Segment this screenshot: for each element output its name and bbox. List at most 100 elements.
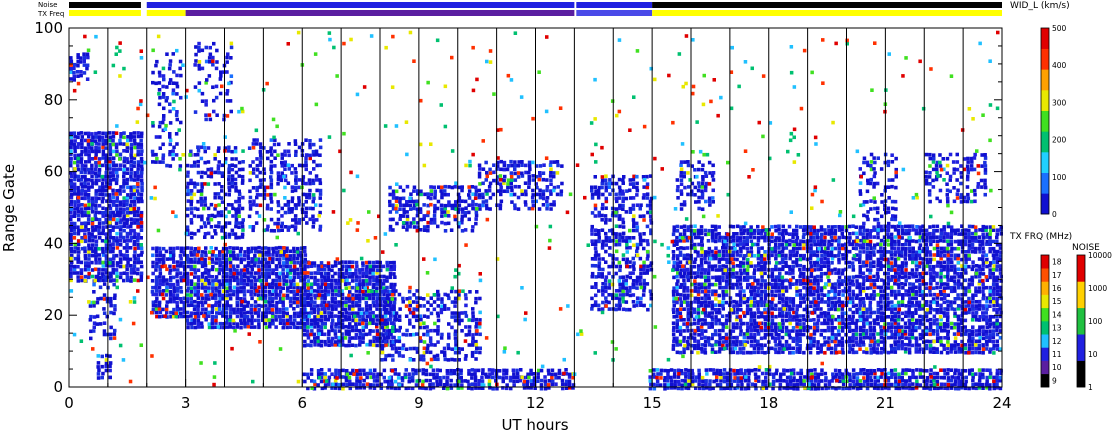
echo-cell — [249, 318, 254, 323]
echo-cell — [125, 249, 129, 254]
echo-cell — [614, 249, 619, 254]
echo-cell — [232, 311, 236, 315]
echo-cell — [603, 278, 608, 283]
echo-cell — [439, 379, 443, 383]
echo-cell — [189, 267, 193, 272]
echo-cell — [375, 383, 380, 387]
echo-cell — [440, 207, 444, 211]
echo-cell — [488, 181, 493, 186]
echo-cell — [685, 325, 690, 329]
echo-cell — [549, 189, 553, 193]
echo-cell — [199, 156, 204, 161]
echo-cell — [295, 250, 300, 254]
echo-cell — [708, 379, 712, 383]
echo-cell — [711, 386, 715, 391]
echo-cell — [429, 202, 433, 207]
echo-cell — [361, 321, 365, 326]
echo-cell — [90, 260, 94, 265]
echo-cell — [312, 310, 317, 315]
echo-cell — [610, 206, 615, 211]
echo-cell — [337, 335, 342, 340]
echo-cell — [303, 253, 308, 257]
echo-cell — [278, 307, 282, 312]
echo-cell — [132, 203, 137, 207]
echo-cell — [262, 185, 266, 190]
echo-cell — [953, 382, 957, 387]
echo-cell — [118, 257, 123, 261]
echo-cell — [111, 210, 115, 215]
echo-cell — [631, 182, 636, 186]
echo-cell — [375, 300, 379, 304]
echo-cell — [189, 279, 194, 283]
echo-cell — [869, 379, 873, 383]
echo-cell — [351, 297, 355, 301]
echo-cell — [192, 249, 197, 254]
echo-cell — [970, 372, 975, 377]
echo-cell — [388, 272, 393, 276]
echo-cell — [607, 271, 611, 276]
echo-cell — [87, 271, 91, 276]
echo-cell — [918, 375, 923, 379]
echo-cell — [122, 135, 126, 140]
echo-cell — [624, 300, 629, 304]
echo-cell — [859, 368, 863, 372]
echo-cell — [76, 242, 81, 246]
echo-cell — [631, 203, 636, 208]
echo-cell — [234, 199, 238, 204]
echo-cell — [908, 375, 912, 380]
echo-cell — [529, 379, 534, 383]
echo-cell — [327, 311, 331, 315]
echo-cell — [196, 249, 201, 254]
echo-cell — [351, 311, 355, 315]
echo-cell — [841, 382, 846, 387]
echo-cell — [213, 170, 218, 175]
echo-cell — [169, 275, 173, 280]
echo-cell — [231, 206, 235, 211]
echo-cell — [537, 207, 542, 211]
echo-cell — [108, 142, 113, 147]
echo-cell — [231, 318, 236, 323]
echo-cell — [197, 45, 201, 50]
echo-cell — [635, 185, 639, 190]
echo-cell — [538, 195, 543, 200]
echo-cell — [115, 149, 119, 154]
echo-cell — [129, 264, 133, 268]
echo-cell — [79, 153, 84, 157]
echo-cell — [313, 315, 317, 319]
echo-cell — [304, 138, 308, 142]
echo-cell — [271, 278, 275, 283]
echo-cell — [211, 62, 215, 67]
echo-cell — [282, 256, 286, 261]
echo-cell — [182, 304, 187, 308]
echo-cell — [210, 310, 214, 315]
echo-cell — [855, 372, 859, 376]
echo-cell — [320, 386, 325, 391]
echo-cell — [297, 196, 301, 200]
echo-cell — [506, 178, 511, 182]
echo-cell — [196, 149, 201, 153]
echo-cell — [419, 357, 423, 362]
echo-cell — [72, 66, 76, 71]
echo-cell — [379, 268, 383, 273]
echo-cell — [408, 203, 413, 208]
echo-cell — [904, 386, 909, 390]
echo-cell — [97, 247, 101, 251]
echo-cell — [617, 300, 622, 305]
echo-cell — [278, 286, 282, 290]
echo-cell — [348, 371, 353, 376]
echo-cell — [193, 153, 197, 157]
echo-cell — [185, 246, 190, 250]
echo-cell — [199, 145, 204, 150]
echo-cell — [282, 311, 286, 315]
echo-cell — [530, 206, 535, 211]
echo-cell — [607, 181, 612, 186]
echo-cell — [108, 146, 113, 150]
echo-cell — [84, 160, 88, 164]
echo-cell — [80, 228, 84, 233]
echo-cell — [133, 142, 137, 146]
echo-cell — [90, 178, 94, 183]
echo-cell — [956, 386, 961, 391]
echo-cell — [122, 131, 126, 135]
echo-cell — [219, 74, 223, 78]
